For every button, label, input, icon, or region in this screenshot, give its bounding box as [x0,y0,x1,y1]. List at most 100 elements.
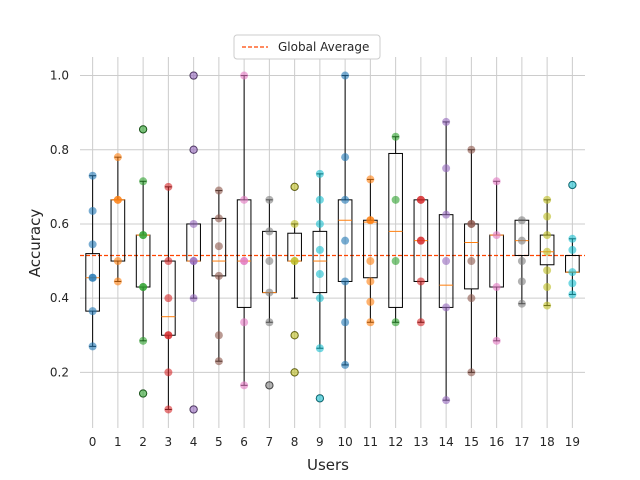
strip-point [543,247,552,256]
strip-point [568,234,577,243]
strip-point [391,318,400,327]
strip-points [88,71,577,414]
strip-point [265,318,274,327]
x-tick-label: 0 [89,435,97,449]
x-tick-label: 15 [464,435,479,449]
x-tick-label: 17 [514,435,529,449]
box-iqr [388,152,403,308]
strip-point [139,125,148,134]
strip-point [88,342,97,351]
strip-point [113,195,122,204]
strip-point [442,257,451,266]
strip-point [290,331,299,340]
strip-point [265,288,274,297]
strip-point [366,277,375,286]
strip-point [467,257,476,266]
strip-point [366,318,375,327]
strip-point [164,405,173,414]
strip-point [543,266,552,275]
strip-point [189,219,198,228]
strip-point [467,145,476,154]
strip-point [265,195,274,204]
strip-point [164,331,173,340]
strip-point [492,283,501,292]
y-tick-label: 0.2 [50,365,69,379]
strip-point [341,318,350,327]
x-tick-label: 7 [266,435,274,449]
strip-point [416,236,425,245]
strip-point [139,231,148,240]
strip-point [240,318,249,327]
strip-point [139,389,148,398]
strip-point [164,294,173,303]
strip-point [315,245,324,254]
strip-point [517,216,526,225]
strip-point [442,164,451,173]
strip-point [214,271,223,280]
strip-point [568,180,577,189]
strip-point [543,301,552,310]
strip-point [416,277,425,286]
x-tick-label: 12 [388,435,403,449]
strip-point [214,242,223,251]
strip-point [290,219,299,228]
strip-point [442,303,451,312]
strip-point [416,318,425,327]
strip-point [341,360,350,369]
strip-point [240,71,249,80]
strip-point [265,257,274,266]
strip-point [366,175,375,184]
strip-point [315,394,324,403]
strip-point [391,195,400,204]
strip-point [492,177,501,186]
strip-point [543,195,552,204]
x-tick-label: 1 [114,435,122,449]
x-tick-label: 3 [165,435,173,449]
strip-point [416,195,425,204]
x-tick-label: 8 [291,435,299,449]
strip-point [315,294,324,303]
strip-point [164,368,173,377]
strip-point [265,381,274,390]
strip-point [467,294,476,303]
strip-point [265,227,274,236]
strip-point [214,331,223,340]
x-axis-label: Users [307,456,349,474]
x-tick-label: 2 [139,435,147,449]
strip-point [290,182,299,191]
strip-point [88,273,97,282]
strip-point [442,396,451,405]
strip-point [467,219,476,228]
strip-point [568,245,577,254]
strip-point [189,71,198,80]
strip-point [341,277,350,286]
strip-point [139,336,148,345]
legend: Global Average [233,34,381,60]
x-tick-label: 13 [413,435,428,449]
strip-point [113,153,122,162]
strip-point [543,231,552,240]
strip-point [88,307,97,316]
x-tick-label: 5 [215,435,223,449]
grid-lines [80,57,585,428]
strip-point [164,257,173,266]
strip-point [88,206,97,215]
strip-point [240,381,249,390]
y-axis-label: Accuracy [26,209,44,278]
strip-point [568,268,577,277]
strip-point [568,290,577,299]
x-tick-label: 11 [363,435,378,449]
x-tick-label: 10 [337,435,352,449]
strip-point [88,240,97,249]
strip-point [214,357,223,366]
strip-point [290,257,299,266]
x-tick-label: 6 [240,435,248,449]
x-tick-label: 18 [539,435,554,449]
legend-frame [233,34,381,60]
strip-point [214,214,223,223]
strip-point [543,212,552,221]
strip-point [341,153,350,162]
strip-point [240,195,249,204]
strip-point [341,195,350,204]
